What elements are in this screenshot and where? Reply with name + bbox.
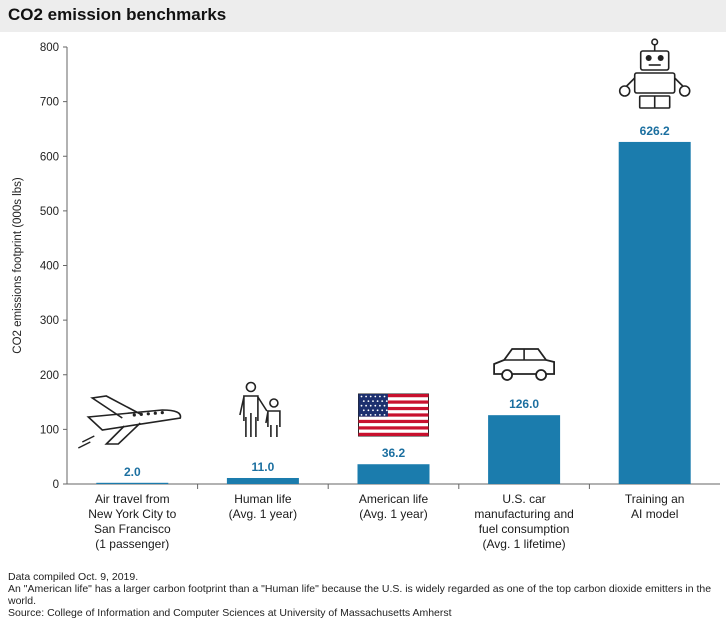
footnote-explanation: An "American life" has a larger carbon f… [8,583,712,607]
category-label: San Francisco [94,522,171,536]
us-flag-icon [358,393,429,437]
bar [226,477,299,484]
footnote-date: Data compiled Oct. 9, 2019. [8,571,139,583]
y-tick-label: 400 [40,261,59,273]
category-label: fuel consumption [479,522,570,536]
category-label: AI model [631,507,678,521]
y-tick-label: 200 [40,370,59,382]
category-label: (Avg. 1 year) [229,507,297,521]
category-label: U.S. car [502,492,545,506]
category-label: (Avg. 1 lifetime) [483,537,566,551]
bar [357,464,430,484]
category-label: Human life [234,492,292,506]
people-icon [239,381,281,437]
robot-icon [618,38,691,109]
value-label: 626.2 [640,124,670,138]
y-tick-label: 800 [40,42,59,54]
y-axis-title: CO2 emissions footprint (000s lbs) [12,177,24,354]
value-label: 2.0 [124,465,141,479]
category-label: New York City to [88,507,176,521]
title-bar: CO2 emission benchmarks [0,0,726,32]
y-tick-label: 300 [40,315,59,327]
category-label: (1 passenger) [95,537,169,551]
y-tick-label: 500 [40,206,59,218]
y-tick-label: 700 [40,97,59,109]
y-tick-label: 100 [40,424,59,436]
category-label: manufacturing and [474,507,573,521]
bar [96,482,169,484]
y-tick-label: 600 [40,151,59,163]
value-label: 126.0 [509,397,539,411]
airplane-icon [77,395,182,449]
bar [618,141,691,485]
value-label: 11.0 [252,460,275,474]
category-label: American life [359,492,429,506]
car-icon [493,348,555,381]
bar-chart: 0 100 200 300 400 500 600 700 800 CO2 emissions f… [12,38,720,551]
value-label: 36.2 [382,446,406,460]
category-label: Air travel from [95,492,170,506]
category-label: Training an [625,492,685,506]
footnotes: Data compiled Oct. 9, 2019. An "American… [8,571,720,619]
bar [488,415,561,484]
chart-title: CO2 emission benchmarks [8,5,227,24]
y-tick-label: 0 [53,479,59,491]
category-label: (Avg. 1 year) [359,507,427,521]
footnote-source: Source: College of Information and Compu… [8,607,452,619]
